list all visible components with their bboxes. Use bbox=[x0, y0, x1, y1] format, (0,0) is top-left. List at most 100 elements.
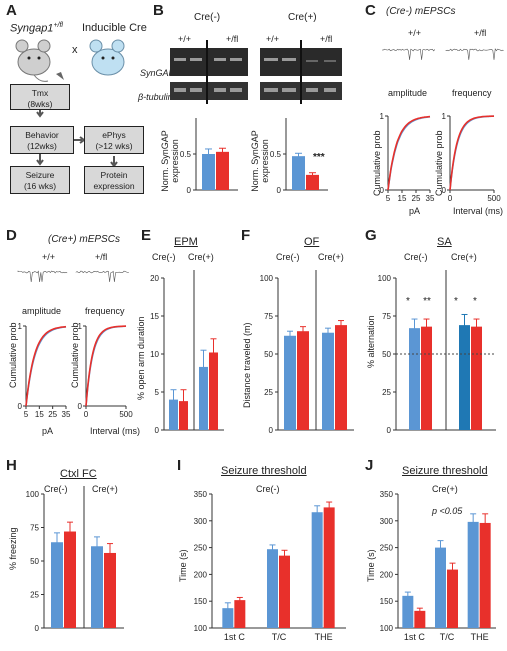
y-tick-label: 25 bbox=[30, 591, 39, 600]
y-tick-label: 0.5 bbox=[180, 150, 192, 159]
bar bbox=[51, 542, 63, 628]
y-tick-label: 1 bbox=[380, 112, 385, 121]
i-title: Seizure threshold bbox=[221, 465, 307, 477]
bar bbox=[234, 600, 246, 628]
mepsc-trace bbox=[381, 48, 436, 60]
panel-label-b: B bbox=[153, 2, 164, 19]
c-wt-label: +/+ bbox=[408, 28, 422, 38]
mouse-blue-icon bbox=[89, 39, 125, 76]
y-tick-label: 5 bbox=[155, 388, 160, 397]
h-title: Ctxl FC bbox=[60, 468, 97, 480]
e-cre-pos: Cre(+) bbox=[188, 252, 214, 262]
x-tick-label: 15 bbox=[35, 410, 44, 419]
mouse-gray-icon bbox=[15, 39, 51, 82]
panel-label-j: J bbox=[365, 457, 374, 474]
h-cre-neg: Cre(-) bbox=[44, 484, 68, 494]
bar bbox=[216, 151, 229, 190]
bar bbox=[414, 610, 426, 628]
box-seizure: Seizure (16 wks) bbox=[10, 166, 70, 194]
x-tick-label: THE bbox=[471, 632, 489, 642]
y-tick-label: 10 bbox=[150, 350, 159, 359]
y-tick-label: 0 bbox=[155, 426, 160, 435]
d-title: (Cre+) mEPSCs bbox=[48, 234, 120, 245]
y-tick-label: 0 bbox=[269, 426, 274, 435]
y-tick-label: 75 bbox=[264, 312, 273, 321]
x-tick-label: T/C bbox=[272, 632, 287, 642]
panel-label-h: H bbox=[6, 457, 17, 474]
x-tick-label: 15 bbox=[398, 194, 407, 203]
y-tick-label: 150 bbox=[194, 597, 208, 606]
b-syngap-label: SynGAP bbox=[140, 68, 175, 78]
cdf-series-line bbox=[387, 115, 431, 191]
panel-label-f: F bbox=[241, 227, 251, 244]
y-tick-label: 100 bbox=[26, 490, 40, 499]
f-cre-neg: Cre(-) bbox=[276, 252, 300, 262]
bar bbox=[91, 546, 103, 628]
d-wt-label: +/+ bbox=[42, 252, 56, 262]
x-tick-label: 500 bbox=[119, 410, 133, 419]
bar bbox=[447, 569, 458, 628]
b-cre-pos-label: Cre(+) bbox=[288, 12, 317, 23]
g-title: SA bbox=[437, 236, 452, 248]
y-tick-label: 1 bbox=[442, 112, 447, 121]
b-wt-label-2: +/+ bbox=[266, 34, 280, 44]
f-title: OF bbox=[304, 236, 320, 248]
b-cre-neg-label: Cre(-) bbox=[194, 12, 221, 23]
b-tubulin-label: β-tubulin bbox=[138, 92, 173, 102]
y-tick-label: 0.5 bbox=[270, 150, 282, 159]
x-tick-label: 35 bbox=[426, 194, 435, 203]
bar bbox=[306, 174, 319, 190]
panel-label-d: D bbox=[6, 227, 17, 244]
bar bbox=[471, 326, 482, 430]
bar bbox=[323, 507, 335, 628]
x-tick-label: 0 bbox=[448, 194, 453, 203]
x-tick-label: T/C bbox=[440, 632, 455, 642]
x-tick-label: 5 bbox=[386, 194, 391, 203]
x-tick-label: 5 bbox=[24, 410, 29, 419]
bar bbox=[421, 326, 432, 430]
y-tick-label: 100 bbox=[194, 624, 208, 633]
c-fl-label: +/fl bbox=[474, 28, 487, 38]
y-tick-label: 350 bbox=[380, 490, 394, 499]
e-title: EPM bbox=[174, 236, 198, 248]
bar bbox=[322, 332, 334, 430]
bar bbox=[467, 521, 479, 628]
y-tick-label: 0 bbox=[380, 186, 385, 195]
y-tick-label: 1 bbox=[18, 322, 23, 331]
bar bbox=[459, 325, 470, 430]
bar bbox=[409, 328, 420, 430]
bar bbox=[279, 555, 290, 628]
bar bbox=[169, 399, 178, 430]
h-cre-pos: Cre(+) bbox=[92, 484, 118, 494]
f-cre-pos: Cre(+) bbox=[318, 252, 344, 262]
y-tick-label: 75 bbox=[382, 312, 391, 321]
bar bbox=[284, 335, 296, 430]
b-fl-label-2: +/fl bbox=[320, 34, 333, 44]
y-tick-label: 350 bbox=[194, 490, 208, 499]
cdf-series-line bbox=[85, 325, 127, 407]
d-frequency-label: frequency bbox=[85, 306, 125, 316]
significance-star: ** bbox=[423, 296, 431, 307]
bar bbox=[179, 401, 188, 430]
bar bbox=[104, 552, 116, 628]
y-tick-label: 150 bbox=[380, 597, 394, 606]
y-tick-label: 100 bbox=[380, 624, 394, 633]
bar bbox=[199, 366, 208, 430]
panel-a-diagram bbox=[15, 39, 125, 168]
x-tick-label: 25 bbox=[48, 410, 57, 419]
x-tick-label: 25 bbox=[412, 194, 421, 203]
mepsc-trace bbox=[17, 270, 68, 283]
western-blot bbox=[170, 40, 342, 104]
cdf-series-line bbox=[25, 325, 67, 407]
y-tick-label: 100 bbox=[260, 274, 274, 283]
d-xlabel-amp: pA bbox=[42, 426, 54, 436]
y-tick-label: 0 bbox=[387, 426, 392, 435]
box-protein: Protein expression bbox=[84, 166, 144, 194]
y-tick-label: 0 bbox=[187, 186, 192, 195]
y-tick-label: 20 bbox=[150, 274, 159, 283]
x-tick-label: THE bbox=[315, 632, 333, 642]
box-behavior: Behavior (12wks) bbox=[10, 126, 74, 154]
panel-label-e: E bbox=[141, 227, 152, 244]
bar bbox=[335, 325, 347, 430]
e-cre-neg: Cre(-) bbox=[152, 252, 176, 262]
